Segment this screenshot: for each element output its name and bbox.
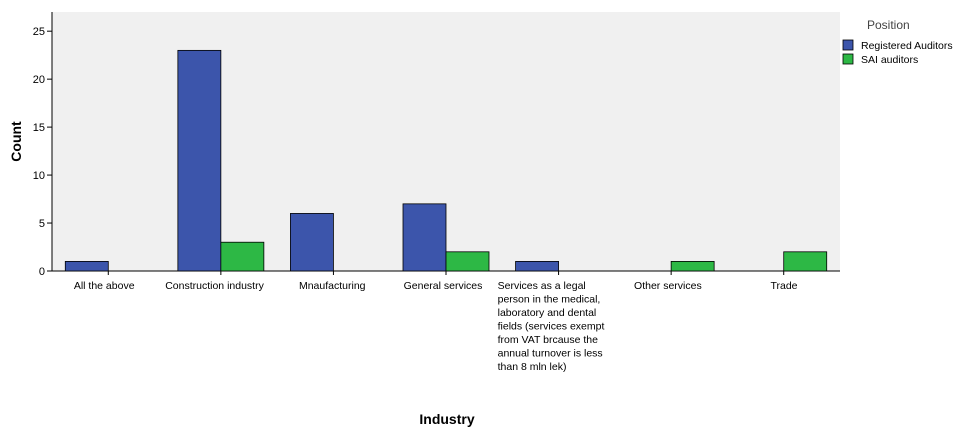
x-tick-label: All the above bbox=[74, 280, 135, 292]
x-tick-label: General services bbox=[404, 280, 483, 292]
bars bbox=[64, 49, 828, 272]
x-axis bbox=[52, 270, 840, 275]
bar-registered-auditors bbox=[64, 261, 109, 272]
y-axis-title: Count bbox=[8, 121, 24, 162]
bar-sai-auditors bbox=[445, 251, 490, 272]
bar-sai-auditors bbox=[670, 261, 715, 272]
y-tick-label: 20 bbox=[33, 74, 45, 86]
x-tick-label: Other services bbox=[634, 280, 702, 292]
x-tick-label: Construction industry bbox=[165, 280, 264, 292]
legend-swatch bbox=[842, 39, 854, 51]
bar-registered-auditors bbox=[177, 49, 222, 272]
legend: Position Registered Auditors SAI auditors bbox=[842, 18, 953, 66]
x-tick-label: Mnaufacturing bbox=[299, 280, 366, 292]
legend-title: Position bbox=[867, 18, 910, 32]
x-tick-label: Services as a legal person in the medical… bbox=[498, 280, 605, 373]
y-tick-label: 5 bbox=[39, 218, 45, 230]
category-labels: All the above Construction industry Mnaufa… bbox=[74, 280, 798, 373]
bar-sai-auditors bbox=[220, 241, 265, 272]
legend-label: Registered Auditors bbox=[861, 40, 953, 52]
y-tick-label: 15 bbox=[33, 122, 45, 134]
y-axis: 0 5 10 15 20 25 bbox=[33, 12, 53, 278]
bar-registered-auditors bbox=[290, 213, 334, 272]
y-tick-label: 10 bbox=[33, 170, 45, 182]
legend-label: SAI auditors bbox=[861, 54, 918, 66]
x-axis-title: Industry bbox=[419, 411, 474, 427]
bar-registered-auditors bbox=[515, 261, 559, 272]
y-tick-label: 0 bbox=[39, 266, 45, 278]
y-tick-label: 25 bbox=[33, 26, 45, 38]
legend-swatch bbox=[842, 53, 854, 65]
bar-registered-auditors bbox=[402, 203, 447, 272]
bar-sai-auditors bbox=[783, 251, 828, 272]
x-tick-label: Trade bbox=[770, 280, 797, 292]
